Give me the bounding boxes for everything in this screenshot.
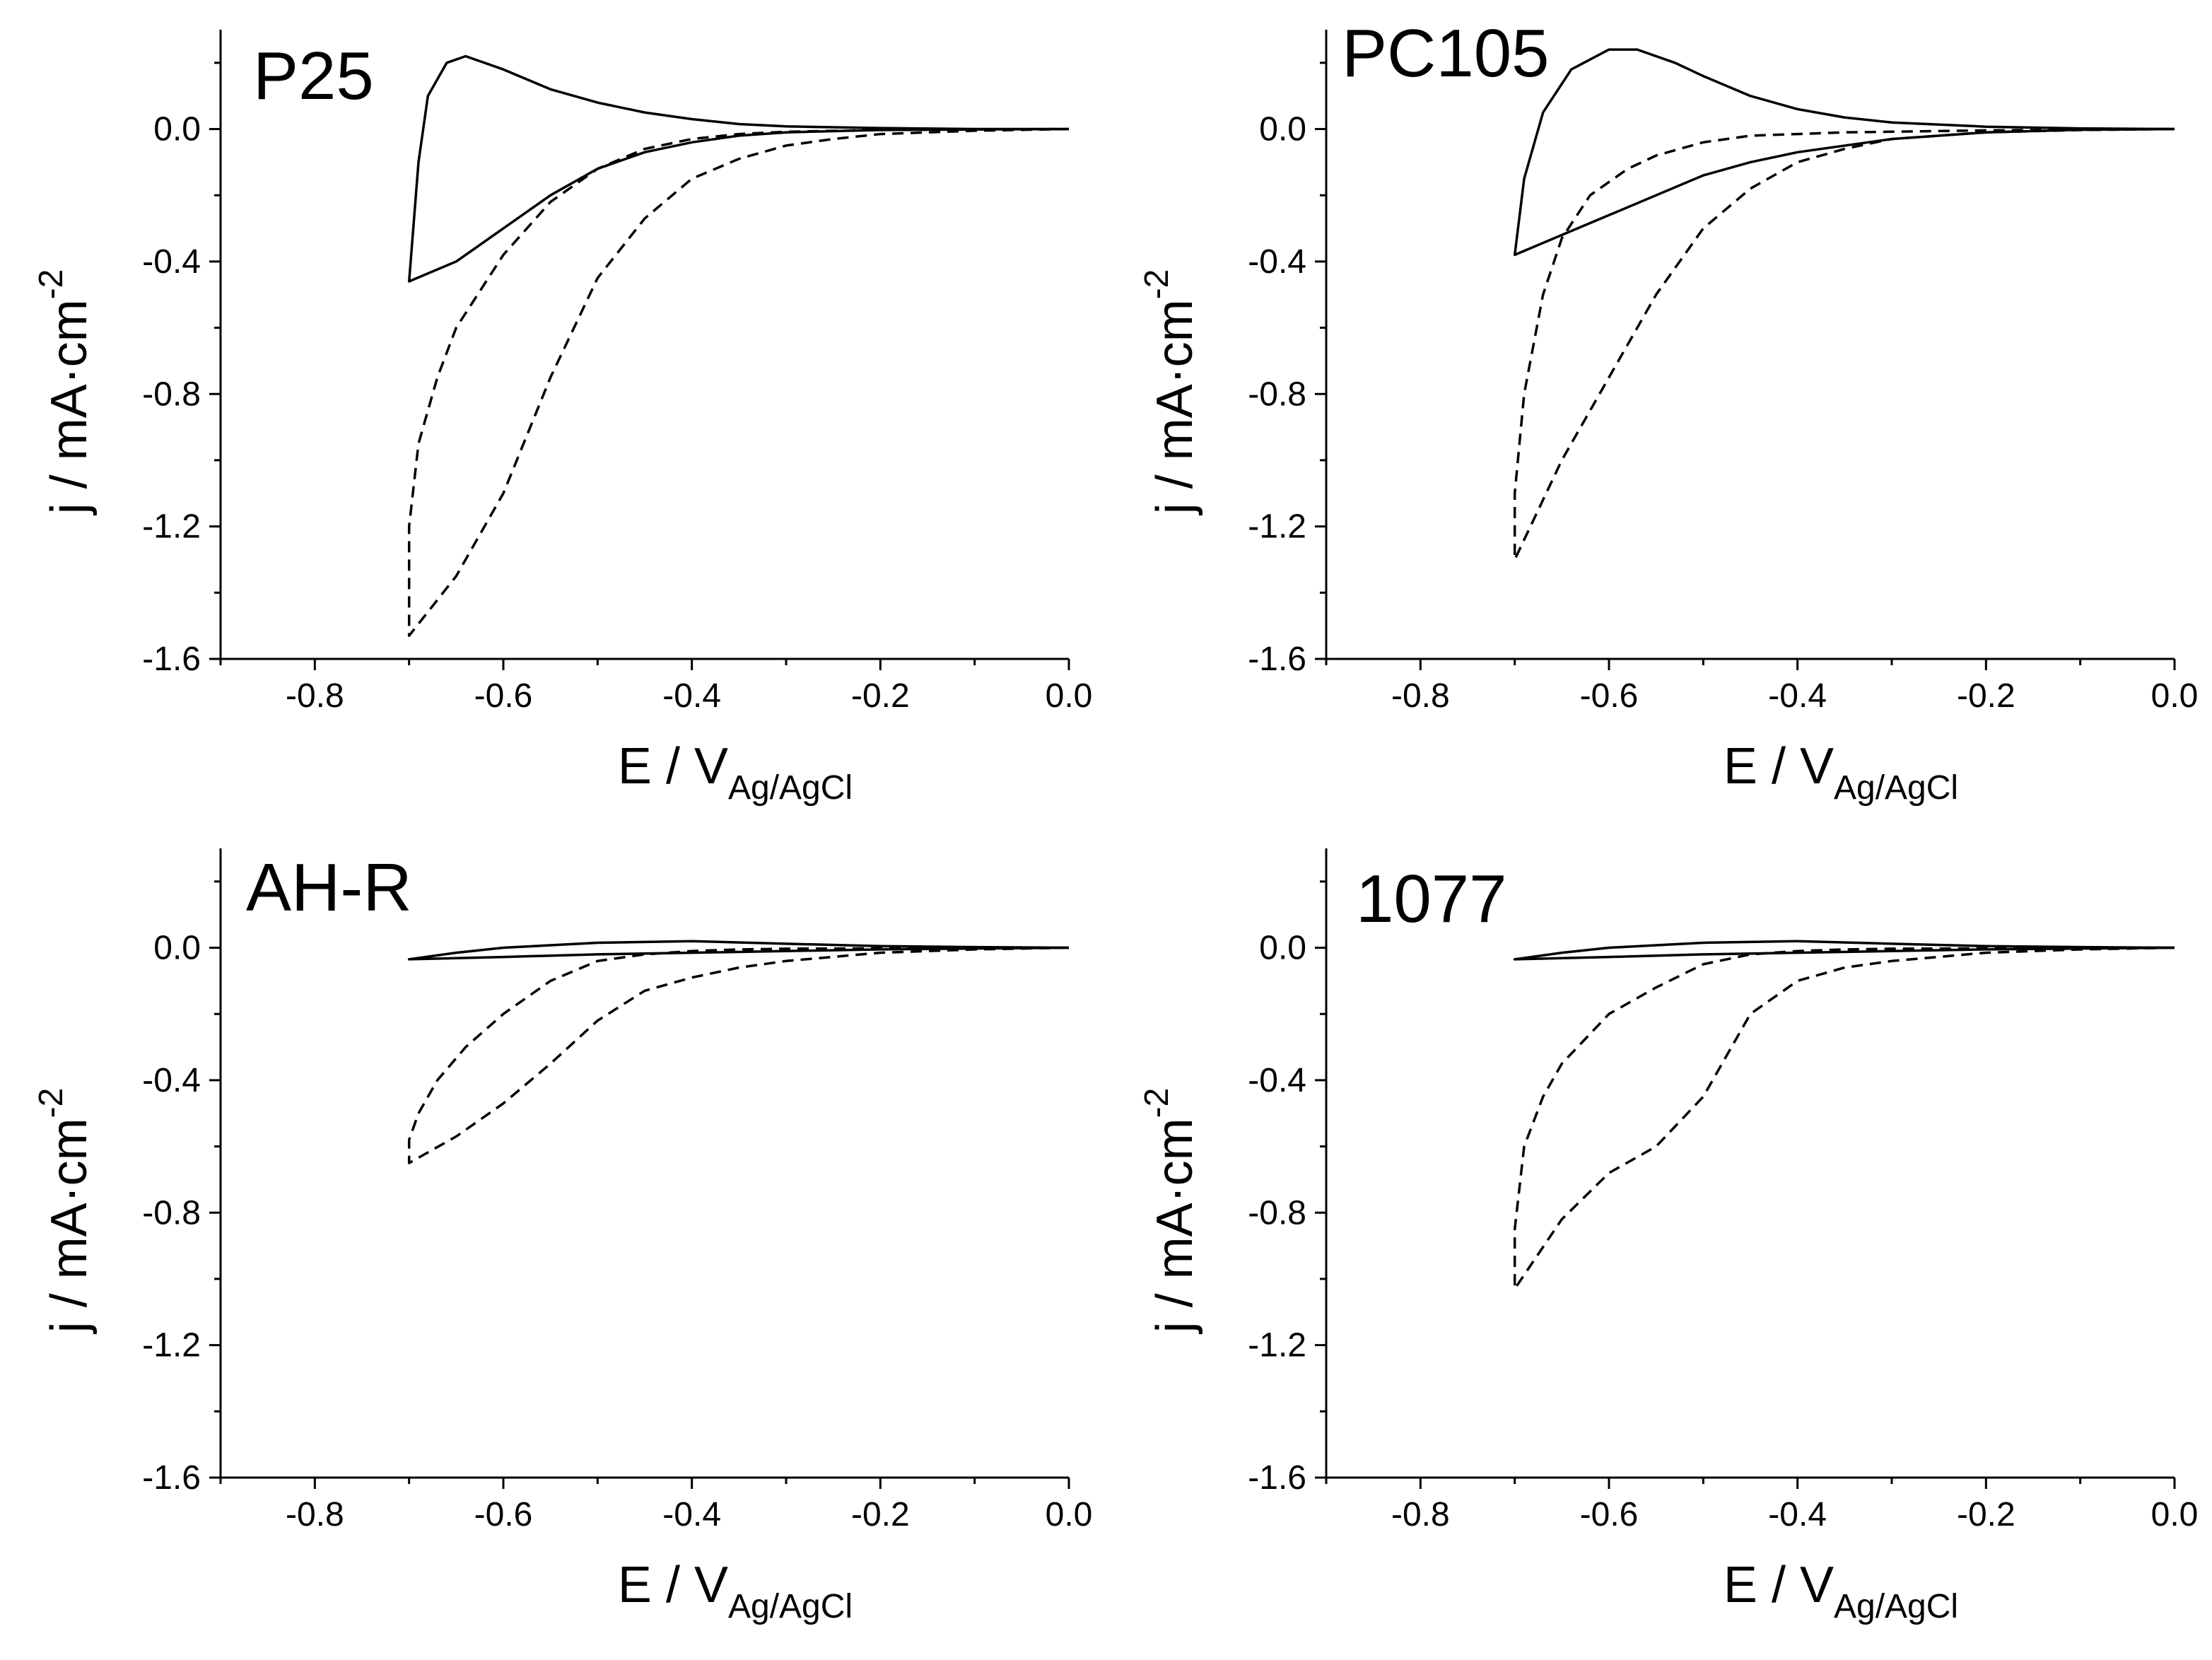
series-solid — [407, 54, 1070, 283]
y-tick-label: -1.2 — [1248, 1327, 1306, 1364]
y-tick-label: 0.0 — [1259, 930, 1306, 967]
panel-1077: -0.8 -0.6 -0.4 -0.2 0.0 0.0 -0.4 -0.8 -1.2 -1.6 1… — [1138, 848, 2198, 1625]
y-tick-label: 0.0 — [153, 111, 201, 148]
y-tick-label: -1.2 — [142, 508, 201, 546]
x-tick-label: -0.8 — [286, 677, 344, 715]
series-dashed — [1513, 946, 2175, 1290]
y-tick-label: -0.8 — [1248, 1194, 1306, 1232]
x-tick-label: -0.2 — [1957, 677, 2015, 715]
x-tick-label: 0.0 — [2151, 677, 2199, 715]
y-tick-label: 0.0 — [153, 930, 201, 967]
x-tick-label: -0.8 — [1391, 677, 1450, 715]
x-tick-label: -0.4 — [662, 677, 721, 715]
x-tick-label: -0.2 — [851, 677, 910, 715]
x-axis-label: E / VAg/AgCl — [618, 1557, 853, 1625]
x-axis-label: E / VAg/AgCl — [618, 738, 853, 807]
x-tick-label: -0.6 — [1580, 1496, 1639, 1533]
x-tick-label: -0.8 — [286, 1496, 344, 1533]
y-tick-label: -1.6 — [142, 1459, 201, 1497]
panel-pc105: -0.8 -0.6 -0.4 -0.2 0.0 0.0 -0.4 -0.8 -1.2 -1.6 P… — [1138, 16, 2198, 807]
y-tick-label: -1.2 — [142, 1327, 201, 1364]
y-tick-label: -0.8 — [142, 1194, 201, 1232]
x-tick-label: -0.4 — [662, 1496, 721, 1533]
x-tick-label: 0.0 — [1046, 677, 1093, 715]
x-tick-label: -0.4 — [1768, 677, 1827, 715]
panel-title: 1077 — [1356, 861, 1507, 937]
series-dashed — [1513, 127, 2175, 561]
x-tick-label: -0.8 — [1391, 1496, 1450, 1533]
x-tick-label: -0.6 — [474, 677, 533, 715]
y-axis-label: j / mA·cm-2 — [1138, 1088, 1203, 1335]
x-tick-label: -0.2 — [1957, 1496, 2015, 1533]
x-tick-label: -0.4 — [1768, 1496, 1827, 1533]
y-tick-label: -0.4 — [1248, 243, 1306, 281]
x-tick-label: -0.6 — [1580, 677, 1639, 715]
y-axis-label: j / mA·cm-2 — [1138, 269, 1203, 516]
series-dashed — [407, 946, 1070, 1164]
y-tick-label: -0.4 — [142, 243, 201, 281]
y-tick-label: -0.8 — [1248, 375, 1306, 413]
x-tick-label: -0.6 — [474, 1496, 533, 1533]
x-tick-label: 0.0 — [2151, 1496, 2199, 1533]
x-axis-label: E / VAg/AgCl — [1724, 1557, 1958, 1625]
y-tick-label: -0.4 — [142, 1062, 201, 1099]
y-axis-label: j / mA·cm-2 — [33, 269, 98, 516]
y-axis-label: j / mA·cm-2 — [33, 1088, 98, 1335]
x-tick-label: 0.0 — [1046, 1496, 1093, 1533]
y-tick-label: 0.0 — [1259, 111, 1306, 148]
y-tick-label: -1.2 — [1248, 508, 1306, 546]
y-tick-label: -1.6 — [142, 641, 201, 678]
series-dashed — [407, 127, 1070, 637]
y-tick-label: -0.4 — [1248, 1062, 1306, 1099]
panel-title: PC105 — [1342, 16, 1550, 91]
panel-ah-r: -0.8 -0.6 -0.4 -0.2 0.0 0.0 -0.4 -0.8 -1.2 -1.6 A… — [33, 848, 1092, 1625]
panel-p25: -0.8 -0.6 -0.4 -0.2 0.0 0.0 -0.4 -0.8 -1.2 -1.6 P… — [33, 30, 1092, 807]
panel-title: AH-R — [246, 850, 412, 925]
panel-title: P25 — [253, 38, 374, 114]
y-tick-label: -1.6 — [1248, 641, 1306, 678]
series-solid — [1513, 48, 2175, 257]
x-axis-label: E / VAg/AgCl — [1724, 738, 1958, 807]
x-tick-label: -0.2 — [851, 1496, 910, 1533]
y-tick-label: -1.6 — [1248, 1459, 1306, 1497]
y-tick-label: -0.8 — [142, 375, 201, 413]
